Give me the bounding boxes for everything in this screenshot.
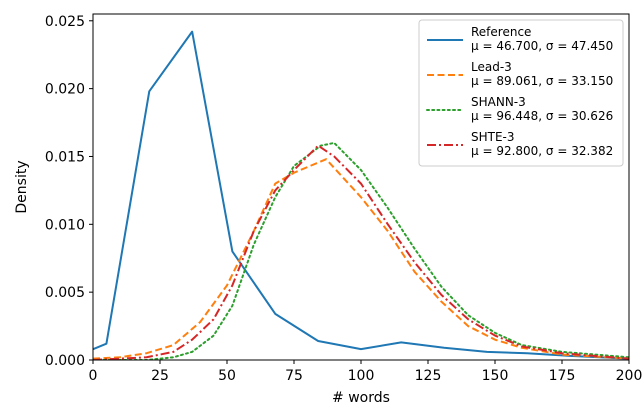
series-line-reference <box>93 30 629 360</box>
y-tick-label: 0.005 <box>45 285 85 301</box>
legend-box <box>418 19 624 167</box>
y-tick-label: 0.015 <box>45 149 85 165</box>
series-line-lead-3 <box>93 158 629 360</box>
y-tick-label: 0.000 <box>45 353 85 369</box>
x-tick-label: 200 <box>616 368 643 384</box>
legend-series-name: SHANN-3 <box>471 95 526 109</box>
y-tick-label: 0.025 <box>45 14 85 30</box>
legend-series-stats: μ = 89.061, σ = 33.150 <box>471 74 613 88</box>
plot-area <box>93 30 629 360</box>
y-axis: 0.000 0.005 0.010 0.015 0.020 0.025 <box>45 14 93 369</box>
legend-series-name: Reference <box>471 25 531 39</box>
x-tick-label: 25 <box>151 368 169 384</box>
x-tick-label: 150 <box>482 368 509 384</box>
y-axis-title: Density <box>14 160 30 213</box>
plot-frame <box>92 13 630 361</box>
legend-series-stats: μ = 92.800, σ = 32.382 <box>471 144 613 158</box>
x-axis: 0 25 50 75 100 125 150 175 200 <box>89 360 643 384</box>
legend-series-stats: μ = 96.448, σ = 30.626 <box>471 109 613 123</box>
x-tick-label: 50 <box>218 368 236 384</box>
y-tick-label: 0.010 <box>45 217 85 233</box>
series-line-shte-3 <box>93 144 629 360</box>
series-line-shann-3 <box>93 141 629 360</box>
x-tick-label: 175 <box>549 368 576 384</box>
y-tick-label: 0.020 <box>45 82 85 98</box>
x-tick-label: 125 <box>415 368 442 384</box>
legend-series-name: Lead-3 <box>471 60 512 74</box>
x-axis-title: # words <box>332 390 390 406</box>
legend-series-stats: μ = 46.700, σ = 47.450 <box>471 39 613 53</box>
x-tick-label: 100 <box>348 368 375 384</box>
x-tick-label: 75 <box>285 368 303 384</box>
legend-series-name: SHTE-3 <box>471 130 515 144</box>
x-tick-label: 0 <box>89 368 98 384</box>
